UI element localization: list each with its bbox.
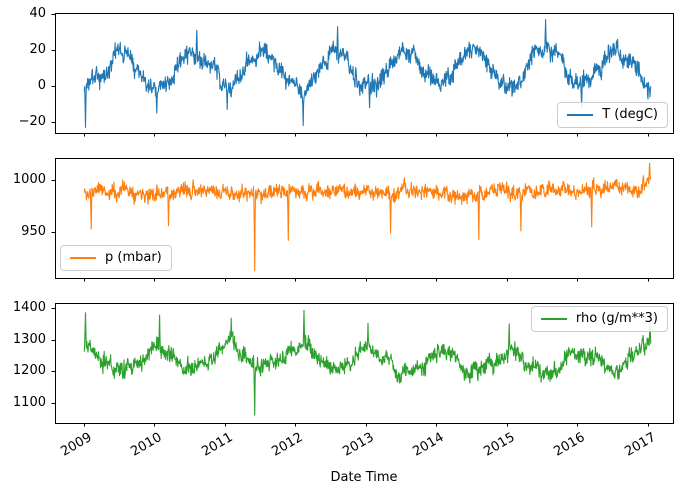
y-tick-label: 950 — [21, 224, 46, 240]
y-tick-label: 1300 — [12, 331, 46, 347]
y-tick-label: −20 — [18, 114, 46, 130]
legend-pressure: p (mbar) — [60, 245, 172, 271]
legend-density: rho (g/m**3) — [530, 306, 668, 332]
legend-line-temperature-icon — [567, 114, 594, 116]
x-axis-title: Date Time — [330, 470, 398, 485]
legend-label-temperature: T (degC) — [602, 107, 658, 122]
y-tick-label: 20 — [29, 42, 46, 58]
legend-line-density-icon — [540, 318, 567, 320]
legend-line-pressure-icon — [70, 257, 96, 259]
y-tick-label: 1400 — [12, 300, 46, 316]
y-tick-label: 1200 — [12, 363, 46, 379]
legend-temperature: T (degC) — [557, 102, 668, 128]
legend-label-density: rho (g/m**3) — [575, 311, 658, 326]
y-tick-label: 1100 — [12, 395, 46, 411]
y-tick-label: 0 — [37, 78, 46, 94]
legend-label-pressure: p (mbar) — [105, 250, 162, 265]
y-tick-label: 40 — [29, 6, 46, 22]
y-tick-label: 1000 — [12, 171, 46, 187]
